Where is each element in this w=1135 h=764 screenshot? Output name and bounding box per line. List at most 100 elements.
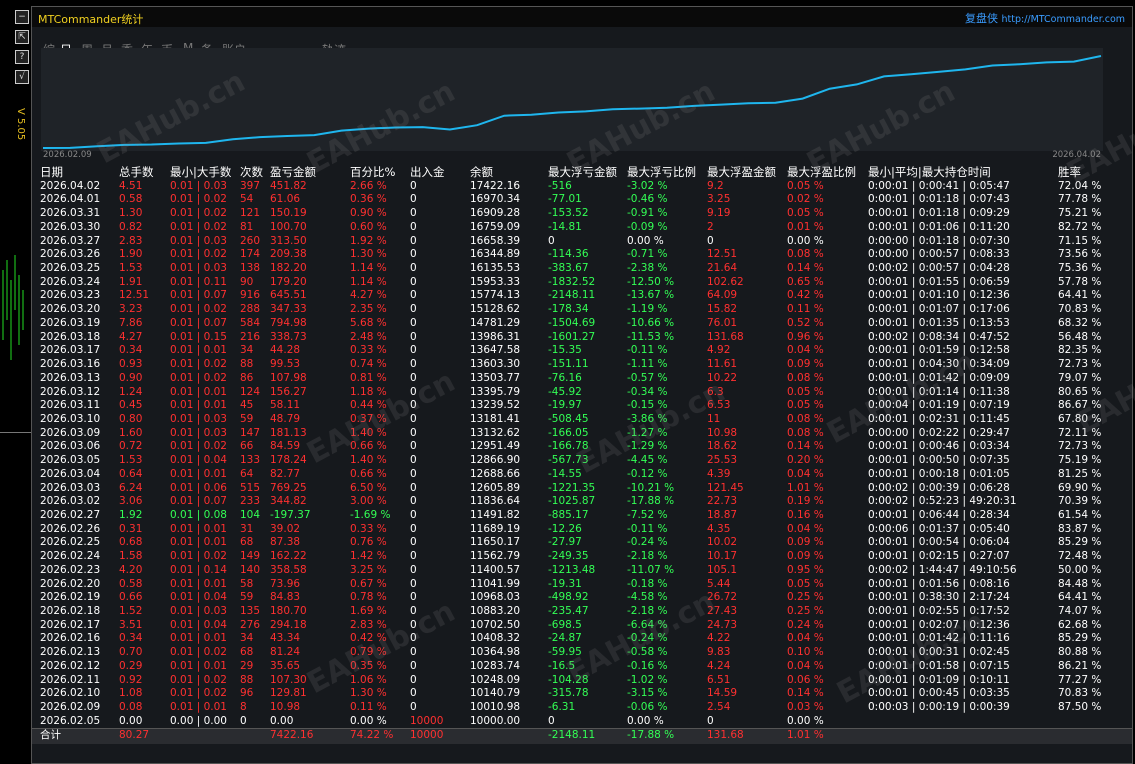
table-cell: 100.70 [270, 220, 307, 233]
column-header: 最大浮亏金额 [548, 165, 617, 179]
table-cell: 916 [240, 289, 261, 302]
table-cell: 45 [240, 399, 254, 412]
table-cell: 0.00 % [787, 714, 824, 727]
table-cell: 72.73 % [1058, 358, 1102, 371]
table-cell: -2.38 % [627, 262, 668, 275]
table-cell: -7.52 % [627, 509, 668, 521]
table-cell: 7.86 [119, 316, 143, 329]
table-cell: -0.24 % [627, 536, 668, 549]
move-button[interactable]: ⇱ [15, 30, 29, 44]
table-cell: 81.25 % [1058, 467, 1102, 480]
table-cell: -508.45 [548, 412, 589, 425]
table-cell: 18.62 [707, 440, 738, 453]
table-cell: 15128.62 [470, 303, 521, 316]
table-cell: 12605.89 [470, 481, 521, 494]
table-cell: 0.05 % [787, 207, 824, 220]
table-cell: -77.01 [548, 193, 582, 206]
help-button[interactable]: ? [15, 50, 29, 64]
table-cell: 2026.04.01 [40, 193, 101, 206]
table-cell: 0.66 [119, 591, 143, 604]
table-cell: 10248.09 [470, 673, 521, 686]
table-cell: 68 [240, 646, 254, 659]
table-cell: 0 [410, 632, 417, 645]
table-cell: 0.52 % [787, 316, 824, 329]
table-cell: 0.01 | 0.01 [170, 399, 227, 412]
table-cell: 124 [240, 385, 261, 398]
table-cell: 0.01 | 0.06 [170, 481, 227, 494]
table-cell: -885.17 [548, 509, 589, 521]
table-cell: 1.30 % [350, 248, 387, 261]
table-cell: 105.1 [707, 563, 738, 576]
table-cell: 0.01 | 0.02 [170, 371, 227, 384]
table-cell: 0:00:01 | 0:06:44 | 0:28:34 [868, 509, 1010, 521]
table-cell: 1.60 [119, 426, 143, 439]
table-cell: 0 [410, 316, 417, 329]
equity-chart: 2026.02.09 2026.04.02 [41, 48, 1103, 158]
table-cell: 769.25 [270, 481, 307, 494]
table-cell: 84.83 [270, 591, 301, 604]
table-cell: 0.35 % [350, 659, 387, 672]
table-cell: 3.25 [707, 193, 731, 206]
table-cell: 11400.57 [470, 563, 521, 576]
table-cell: 0:00:01 | 0:01:18 | 0:07:43 [868, 193, 1010, 206]
table-cell: 4.92 [707, 344, 731, 357]
table-cell: 2026.02.12 [40, 659, 101, 672]
table-cell: 0.04 % [787, 659, 824, 672]
table-cell: 1.24 [119, 385, 143, 398]
table-cell: 0.65 % [787, 275, 824, 288]
table-cell: 12.51 [119, 289, 150, 302]
table-cell: 0.09 % [787, 536, 824, 549]
table-cell: 0 [410, 248, 417, 261]
table-cell: 0:00:01 | 0:02:55 | 0:17:52 [868, 605, 1010, 618]
table-cell: 0.00 [119, 714, 143, 727]
table-cell: 14.59 [707, 687, 738, 700]
table-cell: 0.01 | 0.07 [170, 289, 227, 302]
table-cell: 0.01 | 0.01 [170, 659, 227, 672]
brand-url[interactable]: http://MTCommander.com [1001, 14, 1126, 25]
table-cell: 0.90 [119, 371, 143, 384]
table-cell: 10000 [410, 714, 444, 727]
table-cell: -1221.35 [548, 481, 596, 494]
table-cell: 0:00:01 | 0:01:55 | 0:06:59 [868, 275, 1010, 288]
table-cell: 451.82 [270, 179, 307, 192]
table-cell: 0.10 % [787, 646, 824, 659]
table-cell: 347.33 [270, 303, 307, 316]
table-cell: 0.01 | 0.02 [170, 248, 227, 261]
table-cell: 0.60 % [350, 220, 387, 233]
table-cell: -10.21 % [627, 481, 675, 494]
table-cell: 0.01 | 0.04 [170, 591, 227, 604]
table-cell: 129.81 [270, 687, 307, 700]
table-cell: 181.13 [270, 426, 307, 439]
table-cell: 147 [240, 426, 261, 439]
table-cell: 48.79 [270, 412, 301, 425]
table-cell: 0.01 | 0.08 [170, 509, 227, 521]
table-cell: 2026.03.12 [40, 385, 101, 398]
table-cell: 156.27 [270, 385, 307, 398]
table-cell: 74.07 % [1058, 605, 1102, 618]
table-cell: 0 [410, 412, 417, 425]
table-cell: 86.21 % [1058, 659, 1102, 672]
brand[interactable]: 复盘侠 http://MTCommander.com [965, 10, 1125, 26]
table-cell: 59 [240, 591, 254, 604]
table-cell: -13.67 % [627, 289, 675, 302]
table-cell: 2026.03.13 [40, 371, 101, 384]
table-cell: 0.05 % [787, 399, 824, 412]
column-header: 最小|大手数 [170, 165, 232, 179]
table-cell: 0:00:01 | 0:01:35 | 0:13:53 [868, 316, 1010, 329]
minimize-button[interactable]: − [15, 10, 29, 24]
table-cell: 0.00 % [627, 234, 664, 247]
table-cell: 82.35 % [1058, 344, 1102, 357]
table-cell: 1.06 % [350, 673, 387, 686]
table-cell: 0:00:01 | 0:00:18 | 0:01:05 [868, 467, 1010, 480]
total-cell: 1.01 % [787, 728, 824, 741]
check-button[interactable]: √ [15, 70, 29, 84]
table-cell: 0 [410, 426, 417, 439]
table-cell: 2026.02.17 [40, 618, 101, 631]
table-cell: 15.82 [707, 303, 738, 316]
table-cell: 0.01 | 0.02 [170, 440, 227, 453]
table-cell: 0:00:01 | 0:00:50 | 0:07:35 [868, 454, 1010, 467]
table-cell: -0.11 % [627, 522, 668, 535]
table-cell: 0:00:01 | 0:01:10 | 0:12:36 [868, 289, 1010, 302]
title: MTCommander统计 [38, 13, 144, 26]
table-cell: 10968.03 [470, 591, 521, 604]
